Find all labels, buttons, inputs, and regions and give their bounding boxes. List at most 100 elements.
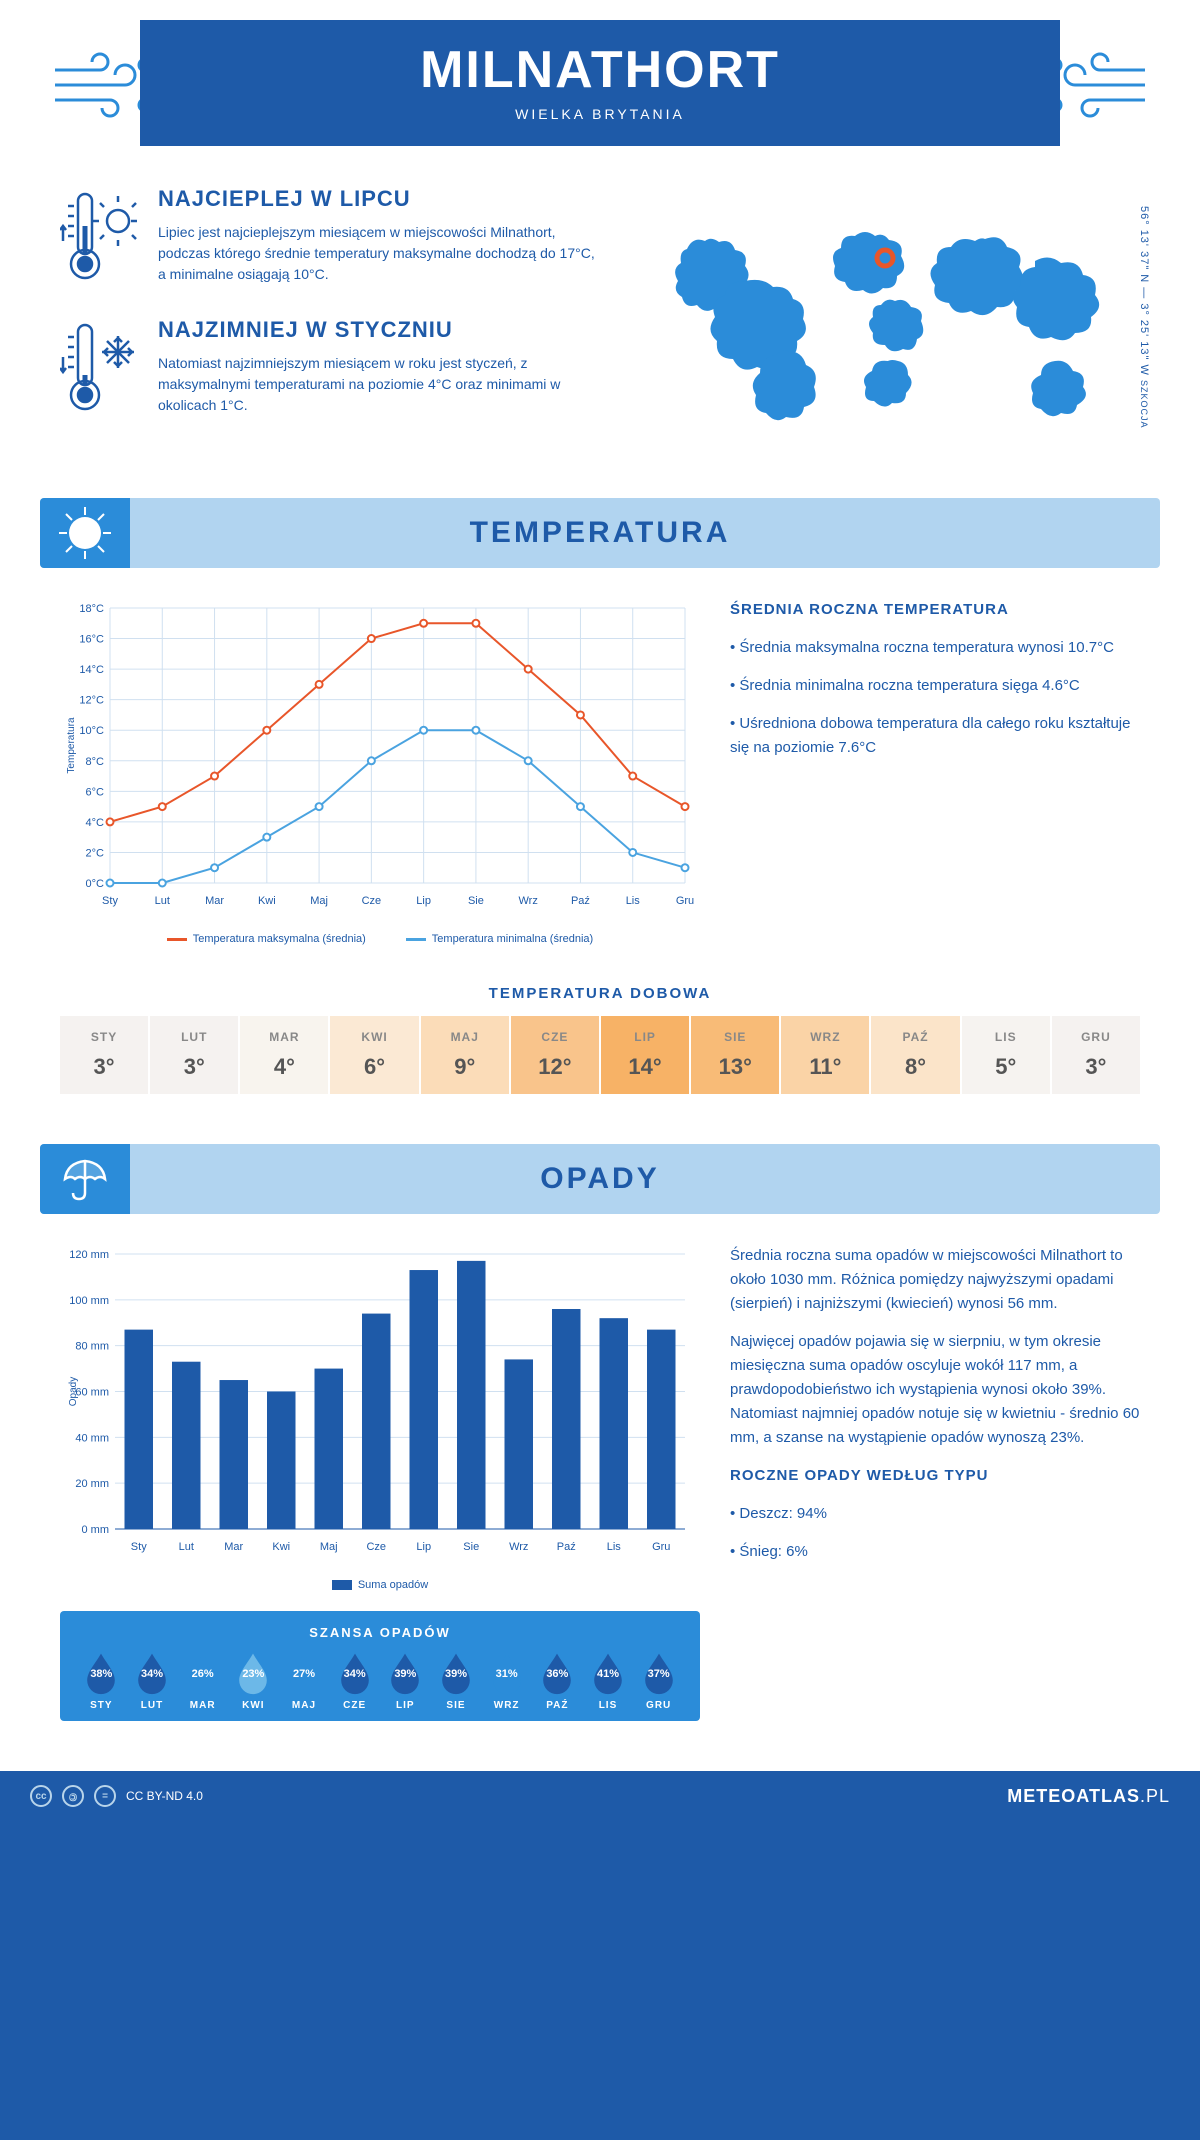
svg-text:0°C: 0°C <box>86 878 105 890</box>
precip-p2: Najwięcej opadów pojawia się w sierpniu,… <box>730 1330 1140 1450</box>
license: cc 🄯 = CC BY-ND 4.0 <box>30 1785 203 1807</box>
temp-sidebar: ŚREDNIA ROCZNA TEMPERATURA • Średnia mak… <box>730 598 1140 945</box>
daily-cell: WRZ11° <box>781 1016 869 1094</box>
fact-cold-title: NAJZIMNIEJ W STYCZNIU <box>158 317 600 343</box>
daily-cell: PAŹ8° <box>871 1016 959 1094</box>
precipitation-bar-chart: 0 mm20 mm40 mm60 mm80 mm100 mm120 mmStyL… <box>60 1244 700 1721</box>
coordinates: 56° 13' 37" N — 3° 25' 13" W SZKOCJA <box>1138 206 1150 428</box>
coord-text: 56° 13' 37" N — 3° 25' 13" W <box>1138 206 1150 376</box>
rain-drop: 26% MAR <box>179 1650 226 1711</box>
svg-text:Temperatura: Temperatura <box>66 717 77 774</box>
daily-cell: STY3° <box>60 1016 148 1094</box>
svg-text:100 mm: 100 mm <box>69 1295 109 1307</box>
svg-text:14°C: 14°C <box>79 664 104 676</box>
precip-sidebar: Średnia roczna suma opadów w miejscowośc… <box>730 1244 1140 1721</box>
by-icon: 🄯 <box>62 1785 84 1807</box>
fact-warm-text: Lipiec jest najcieplejszym miesiącem w m… <box>158 222 600 285</box>
svg-text:Lis: Lis <box>607 1541 622 1553</box>
footer: cc 🄯 = CC BY-ND 4.0 METEOATLAS.PL <box>0 1771 1200 1821</box>
thermometer-cold-icon <box>60 317 140 422</box>
daily-temp-table: STY3° LUT3° MAR4° KWI6° MAJ9° CZE12° LIP… <box>20 1016 1180 1124</box>
svg-text:Maj: Maj <box>320 1541 338 1553</box>
coord-region: SZKOCJA <box>1139 380 1149 429</box>
svg-text:Cze: Cze <box>362 895 382 907</box>
rain-chance-title: SZANSA OPADÓW <box>78 1625 682 1640</box>
fact-warm-title: NAJCIEPLEJ W LIPCU <box>158 186 600 212</box>
precip-type-line: • Deszcz: 94% <box>730 1502 1140 1526</box>
rain-drop: 31% WRZ <box>483 1650 530 1711</box>
svg-text:Paź: Paź <box>557 1541 576 1553</box>
title: MILNATHORT <box>140 40 1060 100</box>
daily-cell: MAJ9° <box>421 1016 509 1094</box>
svg-text:16°C: 16°C <box>79 634 104 646</box>
rain-drop: 39% LIP <box>382 1650 429 1711</box>
rain-drop: 34% CZE <box>331 1650 378 1711</box>
world-map: 56° 13' 37" N — 3° 25' 13" W SZKOCJA <box>640 186 1140 448</box>
fact-warm: NAJCIEPLEJ W LIPCU Lipiec jest najcieple… <box>60 186 600 291</box>
temp-side-line: • Średnia minimalna roczna temperatura s… <box>730 674 1140 698</box>
info-row: NAJCIEPLEJ W LIPCU Lipiec jest najcieple… <box>20 176 1180 478</box>
svg-text:Opady: Opady <box>68 1377 79 1406</box>
svg-text:40 mm: 40 mm <box>75 1432 109 1444</box>
rain-drop: 27% MAJ <box>281 1650 328 1711</box>
rain-drop: 39% SIE <box>433 1650 480 1711</box>
license-text: CC BY-ND 4.0 <box>126 1789 203 1803</box>
brand-tld: .PL <box>1140 1786 1170 1806</box>
svg-text:Lip: Lip <box>416 1541 431 1553</box>
svg-text:Sty: Sty <box>102 895 118 907</box>
precip-type-line: • Śnieg: 6% <box>730 1540 1140 1564</box>
top-section: MILNATHORT WIELKA BRYTANIA <box>20 20 1180 146</box>
nd-icon: = <box>94 1785 116 1807</box>
svg-text:Sie: Sie <box>468 895 484 907</box>
temperature-line-chart: 0°C2°C4°C6°C8°C10°C12°C14°C16°C18°CStyLu… <box>60 598 700 945</box>
svg-text:Sie: Sie <box>463 1541 479 1553</box>
thermometer-hot-icon <box>60 186 140 291</box>
daily-cell: SIE13° <box>691 1016 779 1094</box>
daily-cell: MAR4° <box>240 1016 328 1094</box>
rain-drop: 41% LIS <box>585 1650 632 1711</box>
fact-cold: NAJZIMNIEJ W STYCZNIU Natomiast najzimni… <box>60 317 600 422</box>
svg-text:10°C: 10°C <box>79 725 104 737</box>
fact-cold-text: Natomiast najzimniejszym miesiącem w rok… <box>158 353 600 416</box>
temp-side-line: • Średnia maksymalna roczna temperatura … <box>730 636 1140 660</box>
svg-text:18°C: 18°C <box>79 603 104 615</box>
cc-icon: cc <box>30 1785 52 1807</box>
rain-drop: 36% PAŹ <box>534 1650 581 1711</box>
svg-text:Gru: Gru <box>676 895 694 907</box>
rain-drop: 23% KWI <box>230 1650 277 1711</box>
legend-max: Temperatura maksymalna (średnia) <box>193 933 366 945</box>
daily-cell: GRU3° <box>1052 1016 1140 1094</box>
svg-text:12°C: 12°C <box>79 695 104 707</box>
svg-text:8°C: 8°C <box>86 756 105 768</box>
daily-cell: LIS5° <box>962 1016 1050 1094</box>
svg-text:Sty: Sty <box>131 1541 147 1553</box>
rain-drop: 34% LUT <box>129 1650 176 1711</box>
svg-text:Wrz: Wrz <box>519 895 538 907</box>
svg-text:Kwi: Kwi <box>258 895 276 907</box>
svg-text:Lut: Lut <box>179 1541 194 1553</box>
header: MILNATHORT WIELKA BRYTANIA <box>140 20 1060 146</box>
svg-text:80 mm: 80 mm <box>75 1341 109 1353</box>
svg-text:Lut: Lut <box>155 895 170 907</box>
precip-legend: Suma opadów <box>60 1579 700 1591</box>
svg-text:Paź: Paź <box>571 895 590 907</box>
svg-text:2°C: 2°C <box>86 847 105 859</box>
svg-text:20 mm: 20 mm <box>75 1478 109 1490</box>
temp-side-title: ŚREDNIA ROCZNA TEMPERATURA <box>730 598 1140 622</box>
site-brand: METEOATLAS.PL <box>1007 1786 1170 1807</box>
svg-text:Maj: Maj <box>310 895 328 907</box>
svg-text:Cze: Cze <box>366 1541 386 1553</box>
rain-chance-box: SZANSA OPADÓW 38% STY 34% LUT 26% MAR 23… <box>60 1611 700 1721</box>
svg-text:0 mm: 0 mm <box>82 1524 110 1536</box>
daily-cell: CZE12° <box>511 1016 599 1094</box>
svg-text:Mar: Mar <box>224 1541 243 1553</box>
svg-text:6°C: 6°C <box>86 786 105 798</box>
svg-text:Mar: Mar <box>205 895 224 907</box>
svg-text:Lip: Lip <box>416 895 431 907</box>
svg-text:60 mm: 60 mm <box>75 1387 109 1399</box>
daily-cell: LUT3° <box>150 1016 238 1094</box>
section-opady: OPADY <box>40 1144 1160 1214</box>
legend-bar: Suma opadów <box>358 1579 428 1591</box>
rain-drop: 38% STY <box>78 1650 125 1711</box>
sun-icon <box>40 498 130 568</box>
